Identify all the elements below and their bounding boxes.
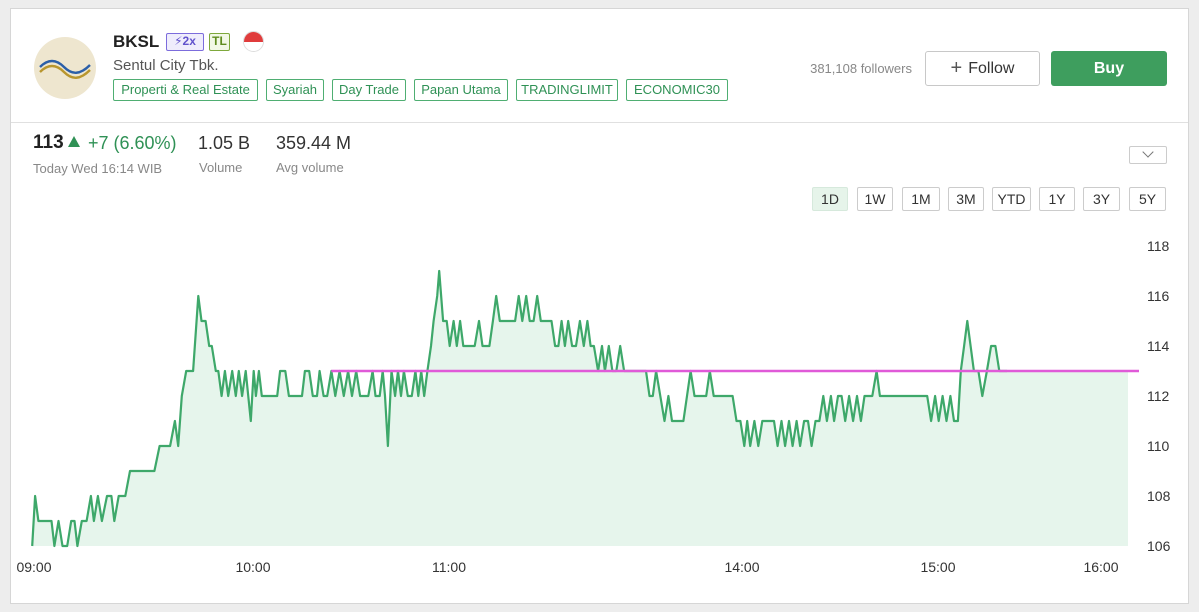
company-name: Sentul City Tbk.: [113, 57, 219, 74]
last-price: 113: [33, 132, 64, 153]
range-3m-button[interactable]: 3M: [948, 187, 984, 211]
x-tick-label: 11:00: [432, 559, 466, 575]
arrow-up-icon: [68, 136, 80, 147]
volume-value: 1.05 B: [198, 133, 251, 153]
range-1m-button[interactable]: 1M: [902, 187, 940, 211]
y-tick-label: 114: [1147, 338, 1170, 354]
follow-button[interactable]: + Follow: [925, 51, 1040, 86]
tag-properti-real-estate[interactable]: Properti & Real Estate: [113, 79, 258, 101]
tag-tradinglimit[interactable]: TRADINGLIMIT: [516, 79, 618, 101]
plus-icon: +: [950, 57, 963, 79]
range-5y-button[interactable]: 5Y: [1129, 187, 1166, 211]
chart-type-dropdown[interactable]: [1129, 146, 1167, 164]
x-tick-label: 16:00: [1083, 559, 1118, 575]
range-ytd-button[interactable]: YTD: [992, 187, 1031, 211]
ticker-symbol: BKSL: [113, 32, 160, 51]
stock-header: BKSL ⚡2x TL Sentul City Tbk. Properti & …: [11, 9, 1188, 123]
indonesia-flag-icon: [243, 31, 264, 52]
range-1y-button[interactable]: 1Y: [1039, 187, 1075, 211]
volume-label: Volume: [199, 160, 243, 175]
tag-syariah[interactable]: Syariah: [266, 79, 324, 101]
y-tick-label: 110: [1147, 438, 1170, 454]
y-tick-label: 108: [1147, 488, 1171, 504]
tag-economic30[interactable]: ECONOMIC30: [626, 79, 728, 101]
company-logo-icon: [34, 37, 96, 99]
avg-volume-label: Avg volume: [276, 160, 344, 175]
margin-2x-badge[interactable]: ⚡2x: [166, 33, 204, 51]
avg-volume-value: 359.44 M: [276, 133, 352, 153]
price-timestamp: Today Wed 16:14 WIB: [33, 161, 163, 176]
range-1w-button[interactable]: 1W: [857, 187, 893, 211]
y-tick-label: 112: [1147, 388, 1170, 404]
x-tick-label: 14:00: [724, 559, 759, 575]
trading-limit-badge[interactable]: TL: [209, 33, 230, 51]
range-3y-button[interactable]: 3Y: [1083, 187, 1120, 211]
follower-count: 381,108 followers: [810, 61, 912, 76]
y-tick-label: 116: [1147, 288, 1170, 304]
x-tick-label: 15:00: [920, 559, 955, 575]
range-1d-button[interactable]: 1D: [812, 187, 848, 211]
price-chart[interactable]: 106 108 110 112 114 116 118 09:00 10:00 11:00 14:0…: [11, 9, 1190, 605]
tag-day-trade[interactable]: Day Trade: [332, 79, 406, 101]
y-tick-label: 106: [1147, 538, 1171, 554]
y-tick-label: 118: [1147, 238, 1170, 254]
tag-papan-utama[interactable]: Papan Utama: [414, 79, 508, 101]
follow-label: Follow: [968, 60, 1015, 77]
price-area-fill: [32, 271, 1129, 546]
x-tick-label: 09:00: [16, 559, 51, 575]
x-tick-label: 10:00: [235, 559, 270, 575]
price-line: [31, 269, 1008, 548]
buy-button[interactable]: Buy: [1051, 51, 1167, 86]
price-change: +7 (6.60%): [88, 133, 177, 153]
stock-card: BKSL ⚡2x TL Sentul City Tbk. Properti & …: [10, 8, 1189, 604]
